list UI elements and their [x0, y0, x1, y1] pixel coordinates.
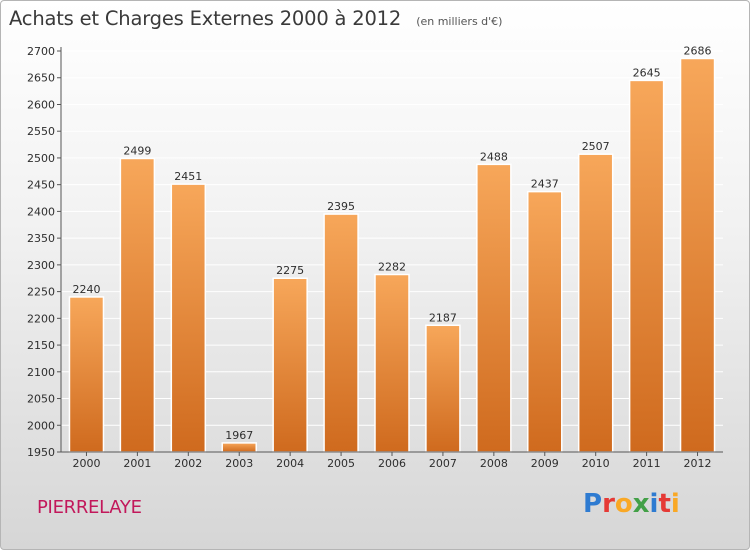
bar-2008	[476, 163, 512, 453]
x-tick-label-2009: 2009	[531, 457, 559, 470]
y-tick-label: 2350	[27, 232, 55, 245]
bar-2003	[221, 442, 257, 453]
y-tick-label: 2400	[27, 205, 55, 218]
bar-2005	[323, 213, 359, 453]
y-axis-ticks: 1950 2000 2050 2100 2150 2200 2250 2300 2350 2400…	[27, 45, 61, 459]
x-tick-label-2012: 2012	[684, 457, 712, 470]
y-tick-label: 1950	[27, 446, 55, 459]
value-label-2010: 2507	[582, 140, 610, 153]
value-label-2012: 2686	[684, 44, 712, 57]
commune-name: PIERRELAYE	[37, 497, 142, 518]
x-tick-label-2001: 2001	[123, 457, 151, 470]
y-tick-label: 2200	[27, 312, 55, 325]
value-label-2011: 2645	[633, 66, 661, 79]
chart-title: Achats et Charges Externes 2000 à 2012	[9, 7, 402, 30]
bar-2010	[577, 153, 614, 453]
y-tick-label: 2700	[27, 45, 55, 58]
value-label-2004: 2275	[276, 264, 304, 277]
value-label-2000: 2240	[72, 283, 100, 296]
y-tick-label: 2100	[27, 366, 55, 379]
y-tick-label: 2300	[27, 259, 55, 272]
x-tick-label-2005: 2005	[327, 457, 355, 470]
bar-2006	[374, 273, 410, 453]
bar-2011	[628, 79, 665, 453]
y-tick-label: 2650	[27, 72, 55, 85]
x-tick-label-2006: 2006	[378, 457, 406, 470]
x-tick-label-2007: 2007	[429, 457, 457, 470]
bar-2002	[170, 183, 207, 453]
x-tick-label-2011: 2011	[633, 457, 661, 470]
value-label-2009: 2437	[531, 178, 559, 191]
bar-2004	[272, 277, 308, 453]
logo-letter: x	[632, 489, 650, 519]
value-label-2007: 2187	[429, 311, 457, 324]
value-label-2008: 2488	[480, 150, 508, 163]
y-tick-label: 2550	[27, 125, 55, 138]
x-tick-label-2000: 2000	[72, 457, 100, 470]
y-tick-label: 2000	[27, 419, 55, 432]
x-tick-label-2008: 2008	[480, 457, 508, 470]
x-tick-label-2003: 2003	[225, 457, 253, 470]
bars	[68, 57, 716, 453]
logo-letter: i	[670, 489, 680, 519]
logo-letter: P	[583, 489, 603, 519]
chart-subtitle: (en milliers d'€)	[416, 15, 503, 28]
value-label-2001: 2499	[123, 144, 151, 157]
y-tick-label: 2250	[27, 286, 55, 299]
logo-letter: i	[649, 489, 659, 519]
bar-2009	[527, 190, 563, 453]
logo-letter: o	[614, 489, 633, 519]
bar-2001	[119, 157, 156, 453]
logo-letter: r	[602, 489, 615, 519]
value-label-2005: 2395	[327, 200, 355, 213]
proxiti-logo: Proxiti	[583, 489, 680, 519]
value-label-2003: 1967	[225, 429, 253, 442]
x-tick-label-2002: 2002	[174, 457, 202, 470]
bar-2000	[68, 296, 105, 453]
y-tick-label: 2450	[27, 179, 55, 192]
y-tick-label: 2050	[27, 393, 55, 406]
x-tick-label-2004: 2004	[276, 457, 304, 470]
value-label-2006: 2282	[378, 260, 406, 273]
x-axis-ticks: 2000 2001 2002 2003 2004 2005 2006 2007 2008 2009…	[72, 452, 712, 470]
x-tick-label-2010: 2010	[582, 457, 610, 470]
bar-2012	[679, 57, 716, 453]
y-tick-label: 2500	[27, 152, 55, 165]
bar-2007	[425, 324, 461, 453]
y-tick-label: 2600	[27, 98, 55, 111]
y-tick-label: 2150	[27, 339, 55, 352]
value-label-2002: 2451	[174, 170, 202, 183]
value-labels: 2240 2499 2451 1967 2275 2395 2282 2187 2488 2437…	[72, 44, 711, 441]
title-row: Achats et Charges Externes 2000 à 2012 (…	[9, 7, 502, 30]
logo-letter: t	[658, 489, 671, 519]
